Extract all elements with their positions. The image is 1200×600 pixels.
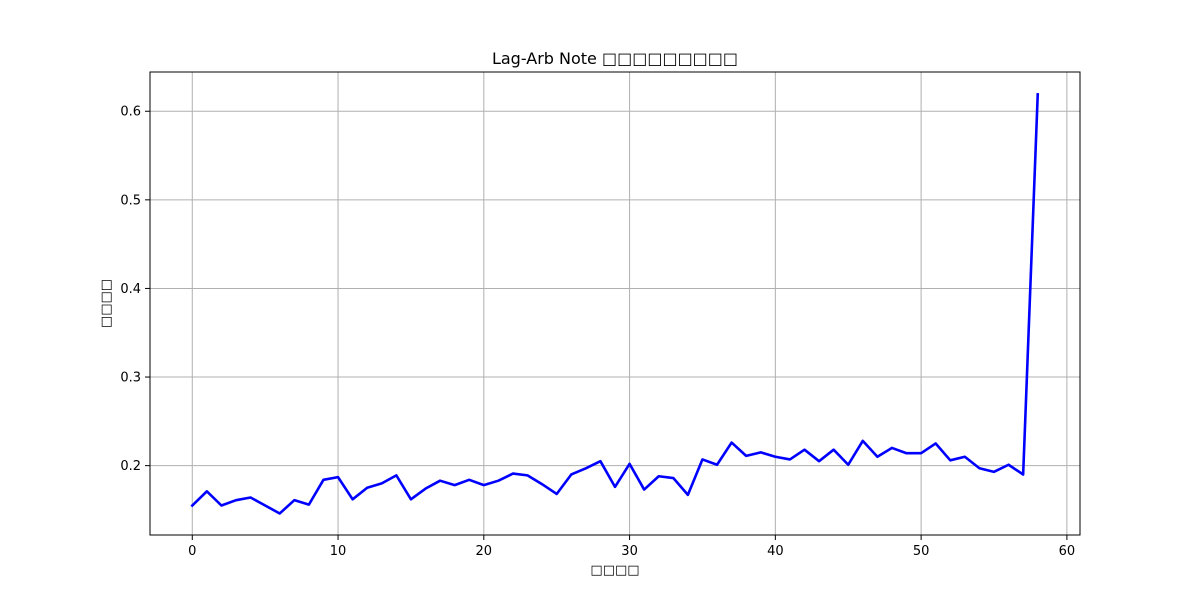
y-tick-label: 0.3 bbox=[120, 371, 141, 386]
x-tick-label: 60 bbox=[1059, 544, 1076, 559]
plot-area bbox=[150, 72, 1080, 535]
y-axis-label: □□□□ bbox=[99, 279, 114, 328]
x-tick-label: 40 bbox=[767, 544, 784, 559]
y-tick-label: 0.4 bbox=[120, 282, 141, 297]
x-axis-label: □□□□ bbox=[590, 563, 639, 578]
x-axis: 0 10 20 30 40 50 60 bbox=[188, 535, 1075, 559]
chart-title: Lag-Arb Note □□□□□□□□□ bbox=[492, 49, 738, 68]
x-tick-label: 50 bbox=[913, 544, 930, 559]
y-tick-label: 0.2 bbox=[120, 459, 141, 474]
plot-frame bbox=[149, 71, 1081, 536]
y-axis: 0.2 0.3 0.4 0.5 0.6 bbox=[120, 105, 150, 474]
series-line bbox=[190, 93, 1040, 515]
x-tick-label: 30 bbox=[621, 544, 638, 559]
x-tick-label: 10 bbox=[330, 544, 347, 559]
x-tick-label: 0 bbox=[188, 544, 196, 559]
x-tick-label: 20 bbox=[476, 544, 493, 559]
y-tick-label: 0.6 bbox=[120, 105, 141, 120]
grid-lines bbox=[150, 72, 1080, 535]
series-group bbox=[190, 93, 1040, 515]
y-tick-label: 0.5 bbox=[120, 193, 141, 208]
